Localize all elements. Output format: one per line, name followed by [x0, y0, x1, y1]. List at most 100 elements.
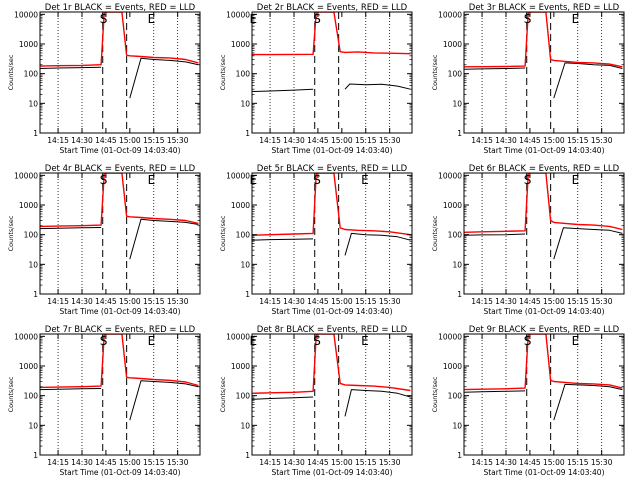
y-tick-label: 10000 [438, 332, 462, 341]
y-tick-label: 1000 [231, 201, 250, 210]
y-axis-label: Counts/sec [7, 215, 15, 251]
y-tick-label: 1000 [443, 40, 462, 49]
y-tick-label: 100 [24, 231, 39, 240]
plot-series-group [464, 173, 623, 260]
x-tick-label: 15:30 [167, 136, 189, 145]
plot-frame [251, 11, 413, 134]
y-tick-label: 100 [236, 231, 251, 240]
marker-s: S [100, 12, 108, 26]
plot-frame [463, 11, 625, 134]
marker-e: E [361, 173, 369, 187]
x-axis-label: Start Time (01-Oct-09 14:03:40) [59, 146, 180, 155]
series-lld-line [252, 173, 411, 236]
plot-series-group [40, 334, 199, 421]
x-tick-label: 14:45 [95, 458, 117, 467]
y-tick-label: 1 [33, 451, 38, 460]
plot-title: Det 9r BLACK = Events, RED = LLD [469, 325, 620, 335]
plot-frame [463, 172, 625, 295]
y-tick-label: 100 [24, 392, 39, 401]
x-tick-label: 14:45 [519, 458, 541, 467]
x-tick-label: 15:00 [543, 458, 565, 467]
series-events-line [344, 83, 411, 90]
marker-e: E [572, 173, 580, 187]
x-tick-label: 15:15 [567, 458, 589, 467]
y-tick-label: 10 [452, 99, 462, 108]
series-events-line [40, 388, 102, 391]
y-tick-label: 1000 [19, 362, 38, 371]
plot-title: Det 5r BLACK = Events, RED = LLD [257, 164, 408, 174]
x-tick-label: 14:45 [95, 297, 117, 306]
x-tick-label: 14:30 [495, 136, 517, 145]
x-tick-label: 14:30 [71, 136, 93, 145]
series-lld-line [40, 12, 199, 67]
y-axis-label: Counts/sec [7, 376, 15, 412]
x-axis-label: Start Time (01-Oct-09 14:03:40) [271, 468, 392, 477]
series-lld-line [252, 334, 411, 394]
marker-e: E [148, 334, 156, 348]
y-tick-label: 1 [245, 290, 250, 299]
x-tick-label: 14:15 [471, 458, 493, 467]
y-tick-label: 1 [245, 451, 250, 460]
y-tick-label: 100 [24, 70, 39, 79]
x-tick-label: 14:30 [71, 297, 93, 306]
plot-title: Det 8r BLACK = Events, RED = LLD [257, 325, 408, 335]
marker-s: S [524, 12, 532, 26]
plot-series-group [40, 173, 199, 260]
x-axis-label: Start Time (01-Oct-09 14:03:40) [271, 146, 392, 155]
plot-title: Det 2r BLACK = Events, RED = LLD [257, 3, 408, 13]
series-events-line [129, 57, 199, 99]
y-tick-label: 10 [240, 99, 250, 108]
marker-e: E [572, 12, 580, 26]
x-tick-label: 15:00 [119, 136, 141, 145]
x-axis-label: Start Time (01-Oct-09 14:03:40) [271, 307, 392, 316]
marker-e: E [148, 12, 156, 26]
marker-e: E [572, 334, 580, 348]
y-tick-label: 1000 [19, 201, 38, 210]
y-tick-label: 10 [240, 260, 250, 269]
y-tick-label: 100 [236, 70, 251, 79]
series-lld-line [252, 12, 411, 56]
marker-s: S [100, 173, 108, 187]
y-tick-label: 10000 [438, 10, 462, 19]
marker-s: S [100, 334, 108, 348]
y-tick-label: 1000 [443, 362, 462, 371]
x-tick-label: 14:45 [307, 458, 329, 467]
x-tick-label: 15:15 [143, 136, 165, 145]
x-tick-label: 15:30 [379, 136, 401, 145]
x-tick-label: 14:30 [283, 458, 305, 467]
marker-s: S [313, 173, 321, 187]
y-tick-label: 10 [28, 421, 38, 430]
x-tick-label: 14:15 [47, 458, 69, 467]
marker-s: S [524, 173, 532, 187]
plot-series-group [252, 173, 411, 256]
x-tick-label: 15:00 [331, 458, 353, 467]
x-tick-label: 14:30 [495, 458, 517, 467]
y-axis-label: Counts/sec [431, 215, 439, 251]
y-tick-label: 10000 [14, 10, 38, 19]
y-axis-label: Counts/sec [431, 54, 439, 90]
y-tick-label: 10000 [226, 171, 250, 180]
series-events-line [252, 88, 314, 92]
plot-frame [463, 333, 625, 456]
x-tick-label: 15:15 [143, 297, 165, 306]
plot-series-group [252, 334, 411, 417]
y-tick-label: 10000 [438, 171, 462, 180]
plot-series-group [40, 12, 199, 99]
y-tick-label: 10000 [14, 171, 38, 180]
series-lld-line [40, 334, 199, 389]
marker-s: S [524, 334, 532, 348]
series-events-line [40, 66, 102, 69]
y-tick-label: 1 [33, 129, 38, 138]
plot-title: Det 6r BLACK = Events, RED = LLD [469, 164, 620, 174]
plot-series-group [252, 12, 411, 92]
plot-title: Det 3r BLACK = Events, RED = LLD [469, 3, 620, 13]
x-tick-label: 15:15 [567, 136, 589, 145]
x-tick-label: 15:15 [355, 136, 377, 145]
y-axis-label: Counts/sec [431, 376, 439, 412]
marker-s: S [313, 334, 321, 348]
